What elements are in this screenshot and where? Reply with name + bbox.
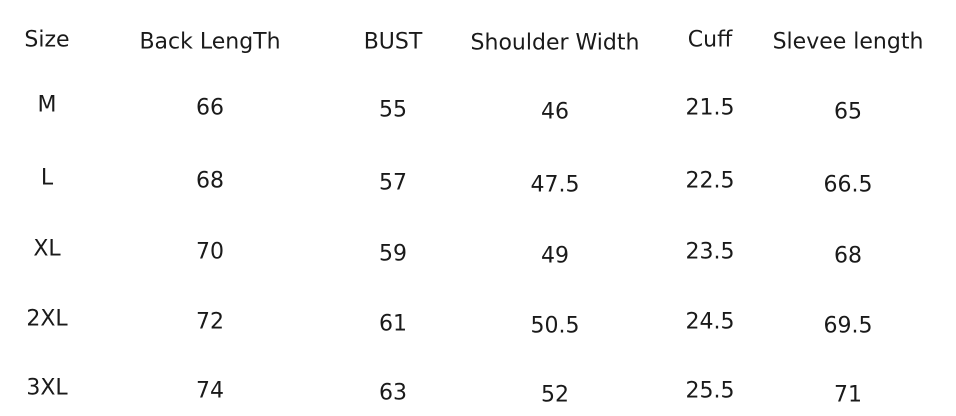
table-cell: 25.5 [685, 378, 735, 404]
column-header: Shoulder Width [470, 30, 640, 56]
table-cell: 65 [834, 99, 862, 125]
table-cell: 49 [541, 243, 569, 269]
column-header: Slevee length [772, 29, 924, 55]
column-header: Cuff [687, 27, 733, 53]
table-cell: 55 [379, 97, 407, 123]
table-cell: 52 [541, 382, 569, 408]
table-cell: 74 [196, 378, 224, 404]
size-label: M [37, 92, 57, 118]
column-header: Size [24, 27, 70, 53]
table-cell: 59 [379, 241, 407, 267]
table-cell: 63 [379, 380, 407, 406]
table-cell: 22.5 [685, 168, 735, 194]
table-cell: 46 [541, 99, 569, 125]
table-cell: 66 [196, 95, 224, 121]
column-header: BUST [363, 29, 423, 55]
table-cell: 21.5 [685, 95, 735, 121]
table-cell: 68 [196, 168, 224, 194]
table-cell: 66.5 [823, 172, 873, 198]
table-cell: 68 [834, 243, 862, 269]
table-cell: 71 [834, 382, 862, 408]
table-cell: 57 [379, 170, 407, 196]
table-cell: 50.5 [530, 313, 580, 339]
table-cell: 69.5 [823, 313, 873, 339]
size-label: XL [33, 236, 61, 262]
table-cell: 23.5 [685, 239, 735, 265]
table-cell: 61 [379, 311, 407, 337]
size-label: 3XL [26, 375, 68, 401]
table-cell: 70 [196, 239, 224, 265]
size-label: 2XL [26, 306, 68, 332]
size-label: L [40, 165, 54, 191]
column-header: Back LengTh [139, 29, 281, 55]
table-cell: 24.5 [685, 309, 735, 335]
table-cell: 47.5 [530, 172, 580, 198]
table-cell: 72 [196, 309, 224, 335]
